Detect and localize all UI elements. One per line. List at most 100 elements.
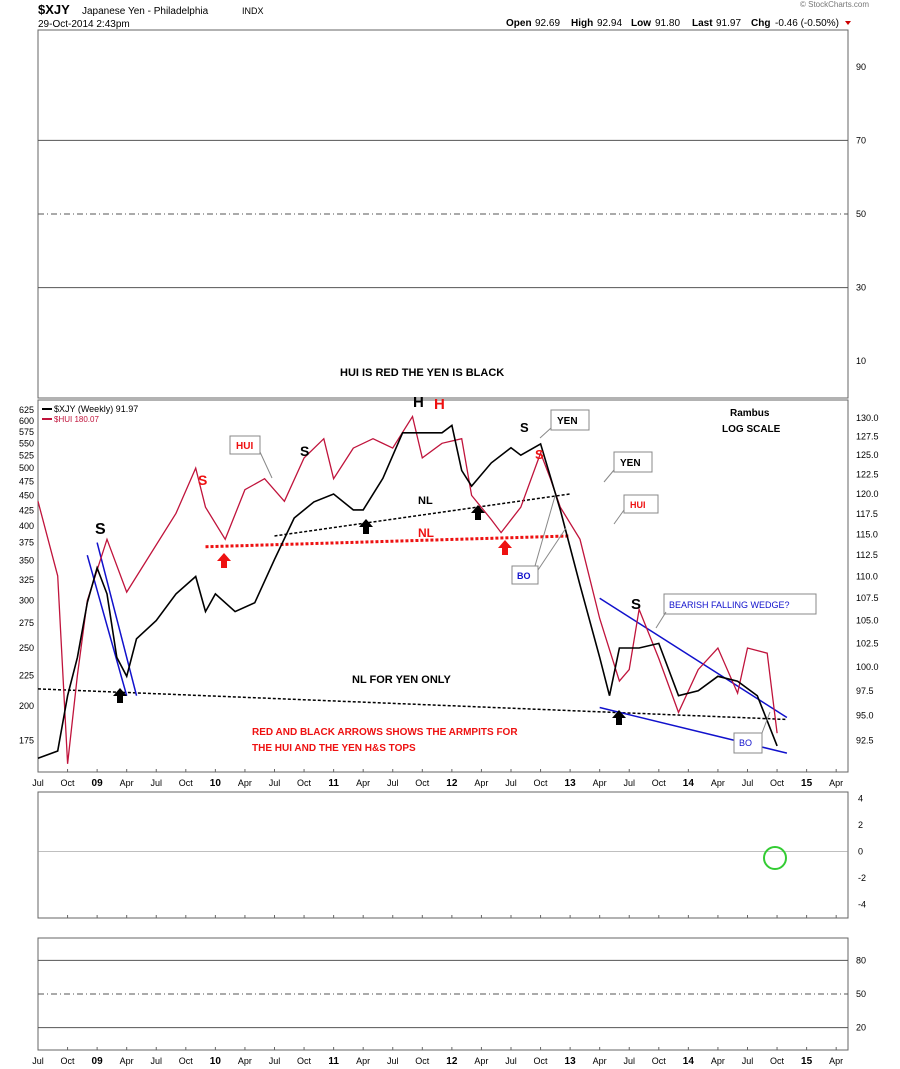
x-tick-label: Jul — [623, 1056, 635, 1066]
x-tick-label: Jul — [505, 778, 517, 788]
header-name: Japanese Yen - Philadelphia — [82, 6, 209, 17]
price-right-tick: 95.0 — [856, 710, 874, 720]
x-tick-label: Oct — [534, 1056, 549, 1066]
open-value: 92.69 — [535, 18, 560, 29]
macd-panel: 4 2 0 -2 -4 — [38, 794, 866, 910]
x-tick-label: 11 — [328, 1056, 339, 1067]
header-exchange: INDX — [242, 6, 264, 16]
hui-series-line — [37, 414, 778, 764]
x-tick-label: 13 — [565, 778, 577, 789]
x-tick-label: Apr — [238, 778, 252, 788]
macd-tick-label: 2 — [858, 820, 863, 830]
price-left-tick: 475 — [19, 476, 34, 486]
red-arrow-2012 — [498, 540, 512, 555]
x-tick-label: Apr — [120, 1056, 134, 1066]
hui-callout-box — [229, 435, 261, 455]
x-tick-label: Oct — [770, 1056, 785, 1066]
chg-value: -0.46 (-0.50%) — [775, 18, 839, 29]
price-left-tick: 425 — [19, 505, 34, 515]
x-tick-label: Oct — [179, 1056, 194, 1066]
yen-nl-callout-pointer — [603, 469, 615, 483]
legend-label-hui: $HUI 180.07 — [54, 415, 99, 424]
x-tick-label: Apr — [120, 778, 134, 788]
x-tick-label: Apr — [593, 1056, 607, 1066]
rsi-tick-label: 30 — [856, 283, 866, 293]
rambus-label: Rambus — [730, 408, 770, 419]
x-tick-label: Jul — [269, 1056, 281, 1066]
price-left-tick: 325 — [19, 575, 34, 585]
bo-callout-pointer-a — [534, 495, 556, 567]
bearish-callout-box — [663, 593, 817, 615]
x-tick-label: 15 — [801, 778, 813, 789]
hui-callout-text: HUI — [236, 441, 253, 452]
x-tick-label: 10 — [210, 1056, 222, 1067]
price-left-tick: 200 — [19, 701, 34, 711]
x-tick-label: Jul — [150, 1056, 162, 1066]
rsi-annotation: HUI IS RED THE YEN IS BLACK — [340, 367, 504, 379]
x-tick-label: Jul — [32, 1056, 44, 1066]
x-tick-label: 11 — [328, 778, 339, 789]
x-tick-label: 14 — [683, 1056, 695, 1067]
hui-nl-callout-pointer — [613, 509, 625, 525]
header-date: 29-Oct-2014 2:43pm — [38, 19, 130, 30]
x-tick-label: 12 — [446, 1056, 458, 1067]
x-tick-label: Apr — [711, 778, 725, 788]
black-arrow-2011 — [359, 519, 373, 534]
x-tick-label: 10 — [210, 778, 222, 789]
black-arrow-2009 — [113, 688, 127, 703]
x-tick-label: Jul — [623, 778, 635, 788]
x-tick-label: Apr — [474, 1056, 488, 1066]
down-triangle-icon — [845, 21, 851, 25]
red-arrow-2010 — [217, 553, 231, 568]
x-tick-label: Jul — [387, 1056, 399, 1066]
low-label: Low — [631, 18, 651, 29]
bo-callout-text-2014: BO — [739, 738, 752, 748]
x-tick-label: Apr — [356, 1056, 370, 1066]
rsi-tick-label: 70 — [856, 135, 866, 145]
x-tick-label: 15 — [801, 1056, 813, 1067]
x-tick-label: Oct — [652, 1056, 667, 1066]
rsi-tick-label: 50 — [856, 209, 866, 219]
price-left-tick: 550 — [19, 438, 34, 448]
price-right-tick: 125.0 — [856, 450, 879, 460]
trendline — [37, 688, 787, 721]
x-tick-label: Oct — [179, 778, 194, 788]
h-label-yen: H — [413, 394, 424, 411]
x-axis: Jul Jul Oct Oct 09 09 Apr Apr Jul Jul Oct Oct 10 10 Ap… — [32, 769, 843, 1067]
x-tick-label: Oct — [297, 1056, 312, 1066]
price-right-tick: 127.5 — [856, 431, 879, 441]
callouts: HUI YEN YEN HUI BO BEARISH FALLING WEDGE… — [229, 409, 817, 754]
hui-nl-callout-text: HUI — [630, 500, 646, 510]
x-tick-label: Apr — [593, 778, 607, 788]
trendline — [96, 542, 138, 696]
bo-callout-pointer-b — [537, 527, 567, 571]
yen-nl-callout-text: YEN — [620, 458, 641, 469]
open-label: Open — [506, 18, 532, 29]
macd-tick-label: -2 — [858, 873, 866, 883]
x-tick-label: Apr — [474, 778, 488, 788]
armpit-arrows — [113, 505, 626, 725]
bo-callout-box-2014 — [733, 732, 763, 754]
s-label-2009: S — [95, 521, 106, 538]
bearish-callout-pointer — [655, 611, 667, 629]
price-right-tick: 107.5 — [856, 593, 879, 603]
last-value: 91.97 — [716, 18, 741, 29]
x-tick-label: Oct — [534, 778, 549, 788]
stoch-tick-label: 50 — [856, 989, 866, 999]
price-panel-frame — [37, 399, 849, 773]
header-symbol: $XJY — [38, 2, 70, 17]
h-label-hui: H — [434, 396, 445, 413]
x-tick-label: Jul — [505, 1056, 517, 1066]
x-tick-label: Apr — [238, 1056, 252, 1066]
price-left-tick: 300 — [19, 596, 34, 606]
price-left-tick: 225 — [19, 670, 34, 680]
s-label-2013: S — [631, 596, 641, 613]
price-left-tick: 525 — [19, 450, 34, 460]
black-arrow-2013 — [612, 710, 626, 725]
price-left-tick: 575 — [19, 427, 34, 437]
x-tick-label: Apr — [829, 1056, 843, 1066]
price-left-tick: 400 — [19, 521, 34, 531]
price-right-tick: 112.5 — [856, 550, 878, 560]
high-value: 92.94 — [597, 18, 622, 29]
yen-series-line — [37, 424, 778, 760]
